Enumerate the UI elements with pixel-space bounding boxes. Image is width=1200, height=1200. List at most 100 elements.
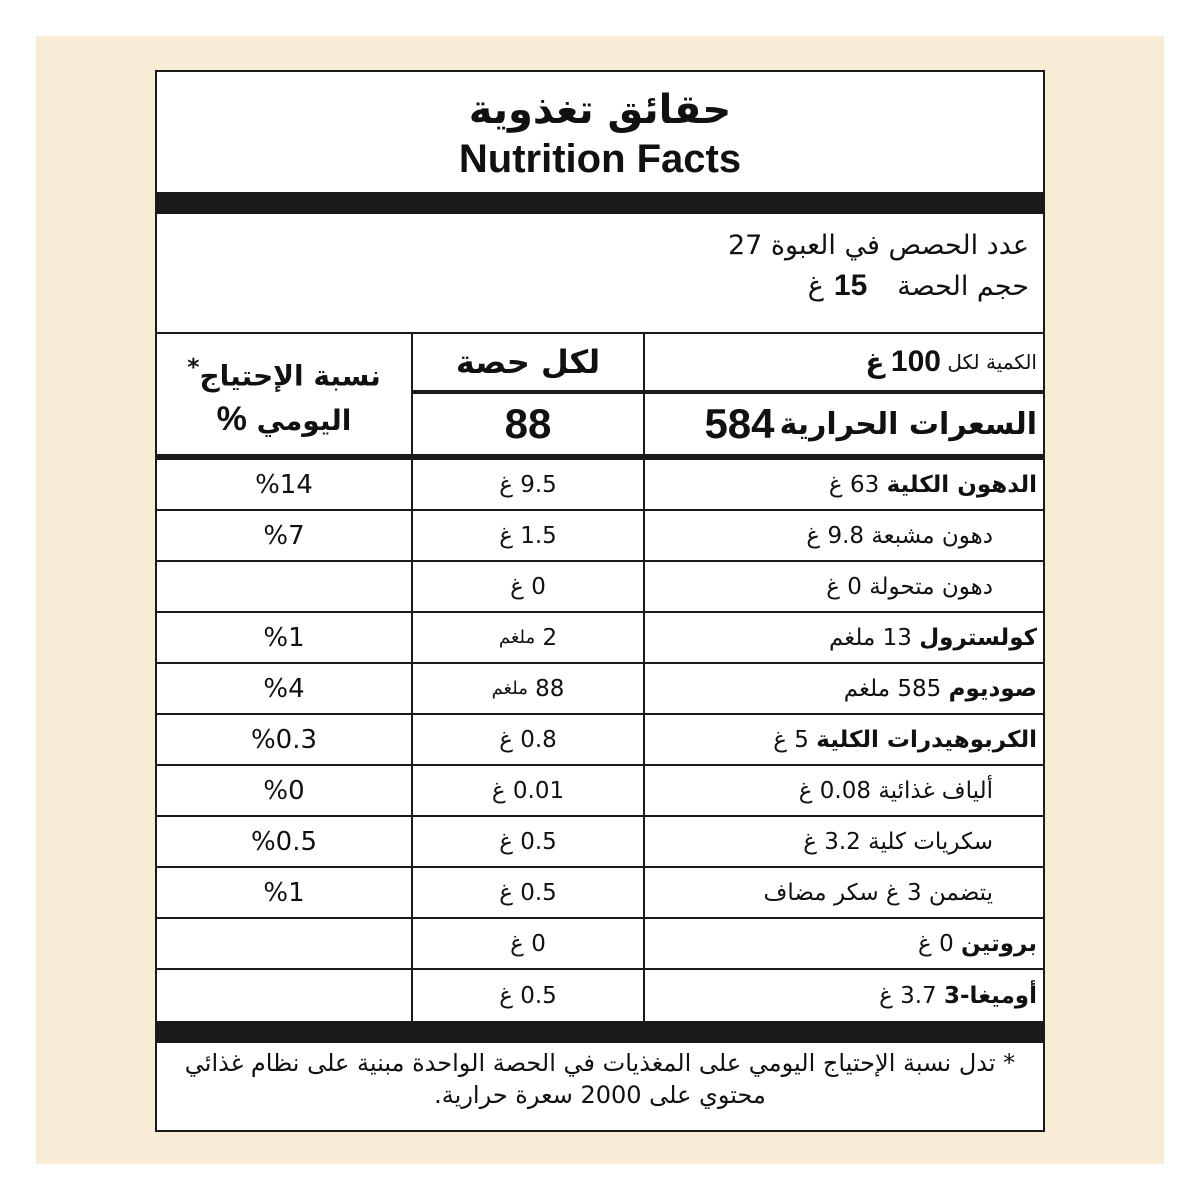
nutrient-name: أوميغا-3 3.7 غ (643, 970, 1043, 1021)
servings-section: عدد الحصص في العبوة 27 حجم الحصة 15 غ (157, 214, 1043, 334)
per-serving-cell: 1.5 غ (411, 511, 643, 560)
footnote-line2: محتوي على 2000 سعرة حرارية. (434, 1081, 766, 1109)
title-arabic: حقائق تغذوية (468, 87, 732, 133)
daily-value: %1 (263, 877, 305, 908)
nutrient-row: الكربوهيدرات الكلية 5 غ 0.8 غ %0.3 (157, 715, 1043, 766)
nutrient-name: يتضمن 3 غ سكر مضاف (643, 868, 1043, 917)
nutrient-amount-100g: يتضمن 3 غ سكر مضاف (763, 879, 993, 906)
nutrient-amount-100g: دهون متحولة 0 غ (826, 573, 993, 600)
calories-row: السعرات الحرارية 584 (645, 394, 1043, 454)
per-serving-value: 0.01 غ (491, 777, 565, 804)
nutrient-amount-100g: 5 غ (773, 726, 809, 753)
dv-label-text: نسبة الإحتياج (199, 359, 381, 393)
nutrient-name-bold: الدهون الكلية (886, 471, 1037, 498)
dv-label-line1: نسبة الإحتياج* (187, 346, 381, 397)
nutrient-amount-100g: 3.7 غ (879, 982, 937, 1009)
header-col-dv: نسبة الإحتياج* اليومي % (157, 334, 411, 454)
per-serving-cell: 88 ملغم (411, 664, 643, 713)
calories-serving: 88 (504, 400, 552, 447)
per-serving-cell: 0.01 غ (411, 766, 643, 815)
per-serving-cell: 0.8 غ (411, 715, 643, 764)
footnote-line1: * تدل نسبة الإحتياج اليومي على المغذيات … (184, 1049, 1016, 1077)
per-serving-value: 0.8 غ (499, 726, 557, 753)
amount-per-unit: غ (865, 345, 885, 379)
nutrient-row: دهون متحولة 0 غ 0 غ (157, 562, 1043, 613)
dv-label-daily: اليومي (256, 403, 352, 437)
daily-value: %7 (263, 520, 305, 551)
per-serving-value: 0.5 غ (499, 828, 557, 855)
nutrient-row: أوميغا-3 3.7 غ 0.5 غ (157, 970, 1043, 1021)
nutrient-name-bold: صوديوم (948, 675, 1037, 702)
per-serving-cell: 0.5 غ (411, 970, 643, 1021)
amount-per-100g: الكمية لكل 100 غ (645, 334, 1043, 394)
nutrient-amount-100g: ألياف غذائية 0.08 غ (798, 777, 993, 804)
footnote: * تدل نسبة الإحتياج اليومي على المغذيات … (157, 1043, 1043, 1115)
per-serving-value: 0.5 غ (499, 879, 557, 906)
nutrition-facts-label: حقائق تغذوية Nutrition Facts عدد الحصص ف… (155, 70, 1045, 1132)
nutrient-name: صوديوم 585 ملغم (643, 664, 1043, 713)
nutrient-name: الدهون الكلية 63 غ (643, 460, 1043, 509)
serving-size-value: 15 (833, 269, 868, 302)
daily-value (157, 919, 411, 968)
divider-bar (157, 192, 1043, 214)
header-col-100g: الكمية لكل 100 غ السعرات الحرارية 584 (643, 334, 1043, 454)
per-serving-label: لكل حصة (413, 334, 643, 394)
nutrient-name: دهون متحولة 0 غ (643, 562, 1043, 611)
amount-per-label: الكمية لكل (947, 350, 1037, 374)
serving-size-unit: غ (807, 271, 824, 302)
header-col-serving: لكل حصة 88 (411, 334, 643, 454)
nutrient-name: دهون مشبعة 9.8 غ (643, 511, 1043, 560)
calories-100g: 584 (704, 400, 775, 447)
nutrient-amount-100g: دهون مشبعة 9.8 غ (806, 522, 993, 549)
nutrient-row: دهون مشبعة 9.8 غ 1.5 غ %7 (157, 511, 1043, 562)
nutrient-name: بروتين 0 غ (643, 919, 1043, 968)
divider-bar (157, 1021, 1043, 1043)
per-serving-value: 0.5 غ (499, 982, 557, 1009)
nutrient-name: كولسترول 13 ملغم (643, 613, 1043, 662)
daily-value: %14 (255, 469, 313, 500)
nutrient-row: سكريات كلية 3.2 غ 0.5 غ %0.5 (157, 817, 1043, 868)
nutrient-name-bold: الكربوهيدرات الكلية (816, 726, 1037, 753)
dv-percent-sign: % (216, 399, 247, 438)
nutrient-row: ألياف غذائية 0.08 غ 0.01 غ %0 (157, 766, 1043, 817)
daily-value: %0.5 (250, 826, 318, 857)
nutrient-amount-100g: 13 ملغم (828, 624, 912, 651)
nutrient-row: صوديوم 585 ملغم 88 ملغم %4 (157, 664, 1043, 715)
nutrient-amount-100g: سكريات كلية 3.2 غ (803, 828, 993, 855)
per-serving-cell: 0.5 غ (411, 817, 643, 866)
per-serving-cell: 0.5 غ (411, 868, 643, 917)
title-section: حقائق تغذوية Nutrition Facts (157, 72, 1043, 192)
per-serving-unit: ملغم (491, 678, 528, 699)
nutrient-row: بروتين 0 غ 0 غ (157, 919, 1043, 970)
serving-size-label: حجم الحصة (897, 271, 1029, 302)
dv-label-line2: اليومي % (217, 398, 352, 442)
per-serving-unit: ملغم (498, 627, 536, 648)
daily-value (157, 970, 411, 1021)
dv-asterisk: * (187, 353, 200, 382)
daily-value (157, 562, 411, 611)
per-serving-cell: 0 غ (411, 919, 643, 968)
nutrient-name: سكريات كلية 3.2 غ (643, 817, 1043, 866)
servings-per-container: عدد الحصص في العبوة 27 (727, 230, 1029, 261)
nutrient-name: الكربوهيدرات الكلية 5 غ (643, 715, 1043, 764)
nutrient-name: ألياف غذائية 0.08 غ (643, 766, 1043, 815)
per-serving-value: 1.5 غ (499, 522, 557, 549)
per-serving-cell: 2 ملغم (411, 613, 643, 662)
daily-value: %1 (263, 622, 305, 653)
serving-size: حجم الحصة 15 غ (157, 266, 1029, 307)
nutrient-name-bold: كولسترول (919, 624, 1037, 651)
title-english: Nutrition Facts (458, 137, 742, 181)
nutrient-name-bold: بروتين (961, 930, 1037, 957)
calories-label: السعرات الحرارية (779, 406, 1037, 442)
nutrient-amount-100g: 63 غ (828, 471, 880, 498)
nutrient-rows: الدهون الكلية 63 غ 9.5 غ %14 دهون مشبعة 9… (157, 460, 1043, 1021)
per-serving-value: 9.5 غ (499, 471, 557, 498)
nutrient-amount-100g: 0 غ (918, 930, 954, 957)
per-serving-value: 0 غ (510, 573, 546, 600)
per-serving-cell: 0 غ (411, 562, 643, 611)
nutrient-row: يتضمن 3 غ سكر مضاف 0.5 غ %1 (157, 868, 1043, 919)
per-serving-value: 0 غ (510, 930, 546, 957)
per-serving-value: 2 (542, 624, 558, 651)
nutrient-row: كولسترول 13 ملغم 2 ملغم %1 (157, 613, 1043, 664)
daily-value: %0.3 (250, 724, 318, 755)
